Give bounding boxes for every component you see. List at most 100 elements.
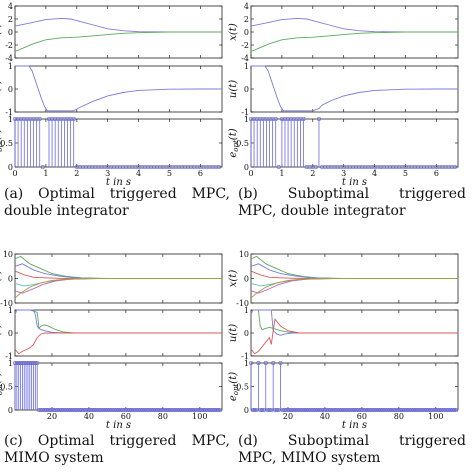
series-line-0 xyxy=(250,309,458,334)
y-tick-label: 0 xyxy=(8,85,13,94)
y-axis-label: x(t) xyxy=(228,270,239,288)
series-line-0 xyxy=(251,65,458,112)
panel-state: 4 2 0 -2 -4 x(t) xyxy=(228,2,459,63)
x-tick-label: 1 xyxy=(43,169,48,178)
y-tick-label: 1 xyxy=(244,359,249,368)
y-axis-label: eopt(t) xyxy=(0,372,4,401)
panel-input: 1 0 -1 u(t) xyxy=(0,306,223,361)
stem-marker xyxy=(37,116,42,122)
series-line-1 xyxy=(14,309,222,334)
x-tick-label: 80 xyxy=(158,412,168,421)
y-tick-label: 0.5 xyxy=(236,139,249,148)
caption-c-line2: MIMO system xyxy=(4,450,104,466)
y-tick-label: 4 xyxy=(8,2,13,11)
stem-marker xyxy=(301,116,306,122)
stem-marker xyxy=(313,164,318,170)
panel-input: 1 0 -1 u(t) xyxy=(228,306,459,361)
stem-marker xyxy=(274,407,279,413)
y-tick-label: -1 xyxy=(5,108,13,117)
series-line-2 xyxy=(14,270,222,279)
y-tick-label: -2 xyxy=(241,41,249,50)
y-axis-label: eopt(t) xyxy=(228,372,240,401)
y-tick-label: 2 xyxy=(8,15,13,24)
y-tick-label: 0 xyxy=(8,28,13,37)
y-tick-label: 0 xyxy=(8,275,13,284)
x-tick-label: 5 xyxy=(403,169,408,178)
stem-marker xyxy=(316,116,322,122)
x-tick-label: 100 xyxy=(192,412,207,421)
caption-a-line1: (a) Optimal triggered MPC, xyxy=(4,186,230,202)
y-tick-label: 0 xyxy=(244,329,249,338)
stem-marker xyxy=(260,407,265,413)
y-tick-label: 1 xyxy=(244,115,249,124)
x-tick-label: 40 xyxy=(320,412,330,421)
y-tick-label: 1 xyxy=(8,62,13,71)
stem-marker xyxy=(216,164,221,170)
x-tick-label: 80 xyxy=(394,412,404,421)
x-tick-label: 5 xyxy=(167,169,172,178)
y-tick-label: 0 xyxy=(8,163,13,172)
panel-trigger: 1 0.5 0 eopt(t) 20 40 60 80 100 t in s xyxy=(0,359,223,431)
y-tick-label: 0 xyxy=(8,406,13,415)
series-line-1 xyxy=(250,31,458,52)
series-line-0 xyxy=(250,255,458,279)
stem-marker xyxy=(248,360,254,366)
panel-state: 10 0 -10 x(t) xyxy=(0,250,223,308)
y-tick-label: 0 xyxy=(244,275,249,284)
y-axis-label: u(t) xyxy=(0,80,3,98)
y-tick-label: 0 xyxy=(244,406,249,415)
y-tick-label: -2 xyxy=(5,41,13,50)
y-tick-label: 0 xyxy=(244,28,249,37)
x-tick-label: 3 xyxy=(341,169,346,178)
stem-marker xyxy=(278,360,283,366)
y-axis-label: u(t) xyxy=(0,324,3,342)
panel-trigger: 1 0.5 0 eopt(t) 0 1 2 3 4 5 6 t in s xyxy=(228,115,459,188)
series-line-2 xyxy=(14,332,222,355)
y-tick-label: -1 xyxy=(241,352,249,361)
caption-c-line1: (c) Optimal triggered MPC, xyxy=(4,433,230,449)
caption-a: (a) Optimal triggered MPC, double integr… xyxy=(4,186,230,220)
y-tick-label: 0.5 xyxy=(236,383,249,392)
y-tick-label: 2 xyxy=(244,15,249,24)
caption-a-line2: double integrator xyxy=(4,203,129,219)
y-tick-label: 10 xyxy=(3,250,13,259)
caption-d-line1: (d) Suboptimal triggered xyxy=(238,433,466,449)
y-tick-label: -1 xyxy=(5,352,13,361)
x-tick-label: 4 xyxy=(372,169,377,178)
caption-b-line1: (b) Suboptimal triggered xyxy=(238,186,466,202)
series-line-0 xyxy=(14,309,222,334)
y-tick-label: 1 xyxy=(244,62,249,71)
series-line-0 xyxy=(15,65,222,112)
y-tick-label: 0 xyxy=(244,85,249,94)
y-axis-label: x(t) xyxy=(0,270,3,288)
series-line-0 xyxy=(250,17,458,33)
x-tick-label: 0 xyxy=(12,169,17,178)
y-tick-label: -1 xyxy=(241,108,249,117)
y-tick-label: 1 xyxy=(8,306,13,315)
series-line-0 xyxy=(14,17,222,33)
series-line-4 xyxy=(14,278,222,294)
y-tick-label: 1 xyxy=(8,359,13,368)
x-tick-label: 60 xyxy=(121,412,131,421)
y-tick-label: 0.5 xyxy=(0,383,13,392)
y-tick-label: 0.5 xyxy=(0,139,13,148)
y-axis-label: u(t) xyxy=(228,324,239,342)
y-axis-label: x(t) xyxy=(0,23,3,41)
x-axis-label: t in s xyxy=(342,420,367,431)
caption-b-line2: MPC, double integrator xyxy=(238,203,406,219)
series-line-4 xyxy=(250,278,458,294)
stem-marker xyxy=(71,116,76,122)
caption-b: (b) Suboptimal triggered MPC, double int… xyxy=(238,186,466,220)
x-axis-label: t in s xyxy=(106,420,131,431)
series-line-1 xyxy=(250,309,458,336)
x-axis-label: t in s xyxy=(106,177,131,188)
caption-d-line2: MPC, MIMO system xyxy=(238,450,381,466)
y-tick-label: 4 xyxy=(244,2,249,11)
stem-marker xyxy=(256,360,261,366)
y-tick-label: -4 xyxy=(241,54,249,63)
series-line-2 xyxy=(250,318,458,355)
y-tick-label: 0 xyxy=(244,163,249,172)
x-tick-label: 20 xyxy=(47,412,57,421)
